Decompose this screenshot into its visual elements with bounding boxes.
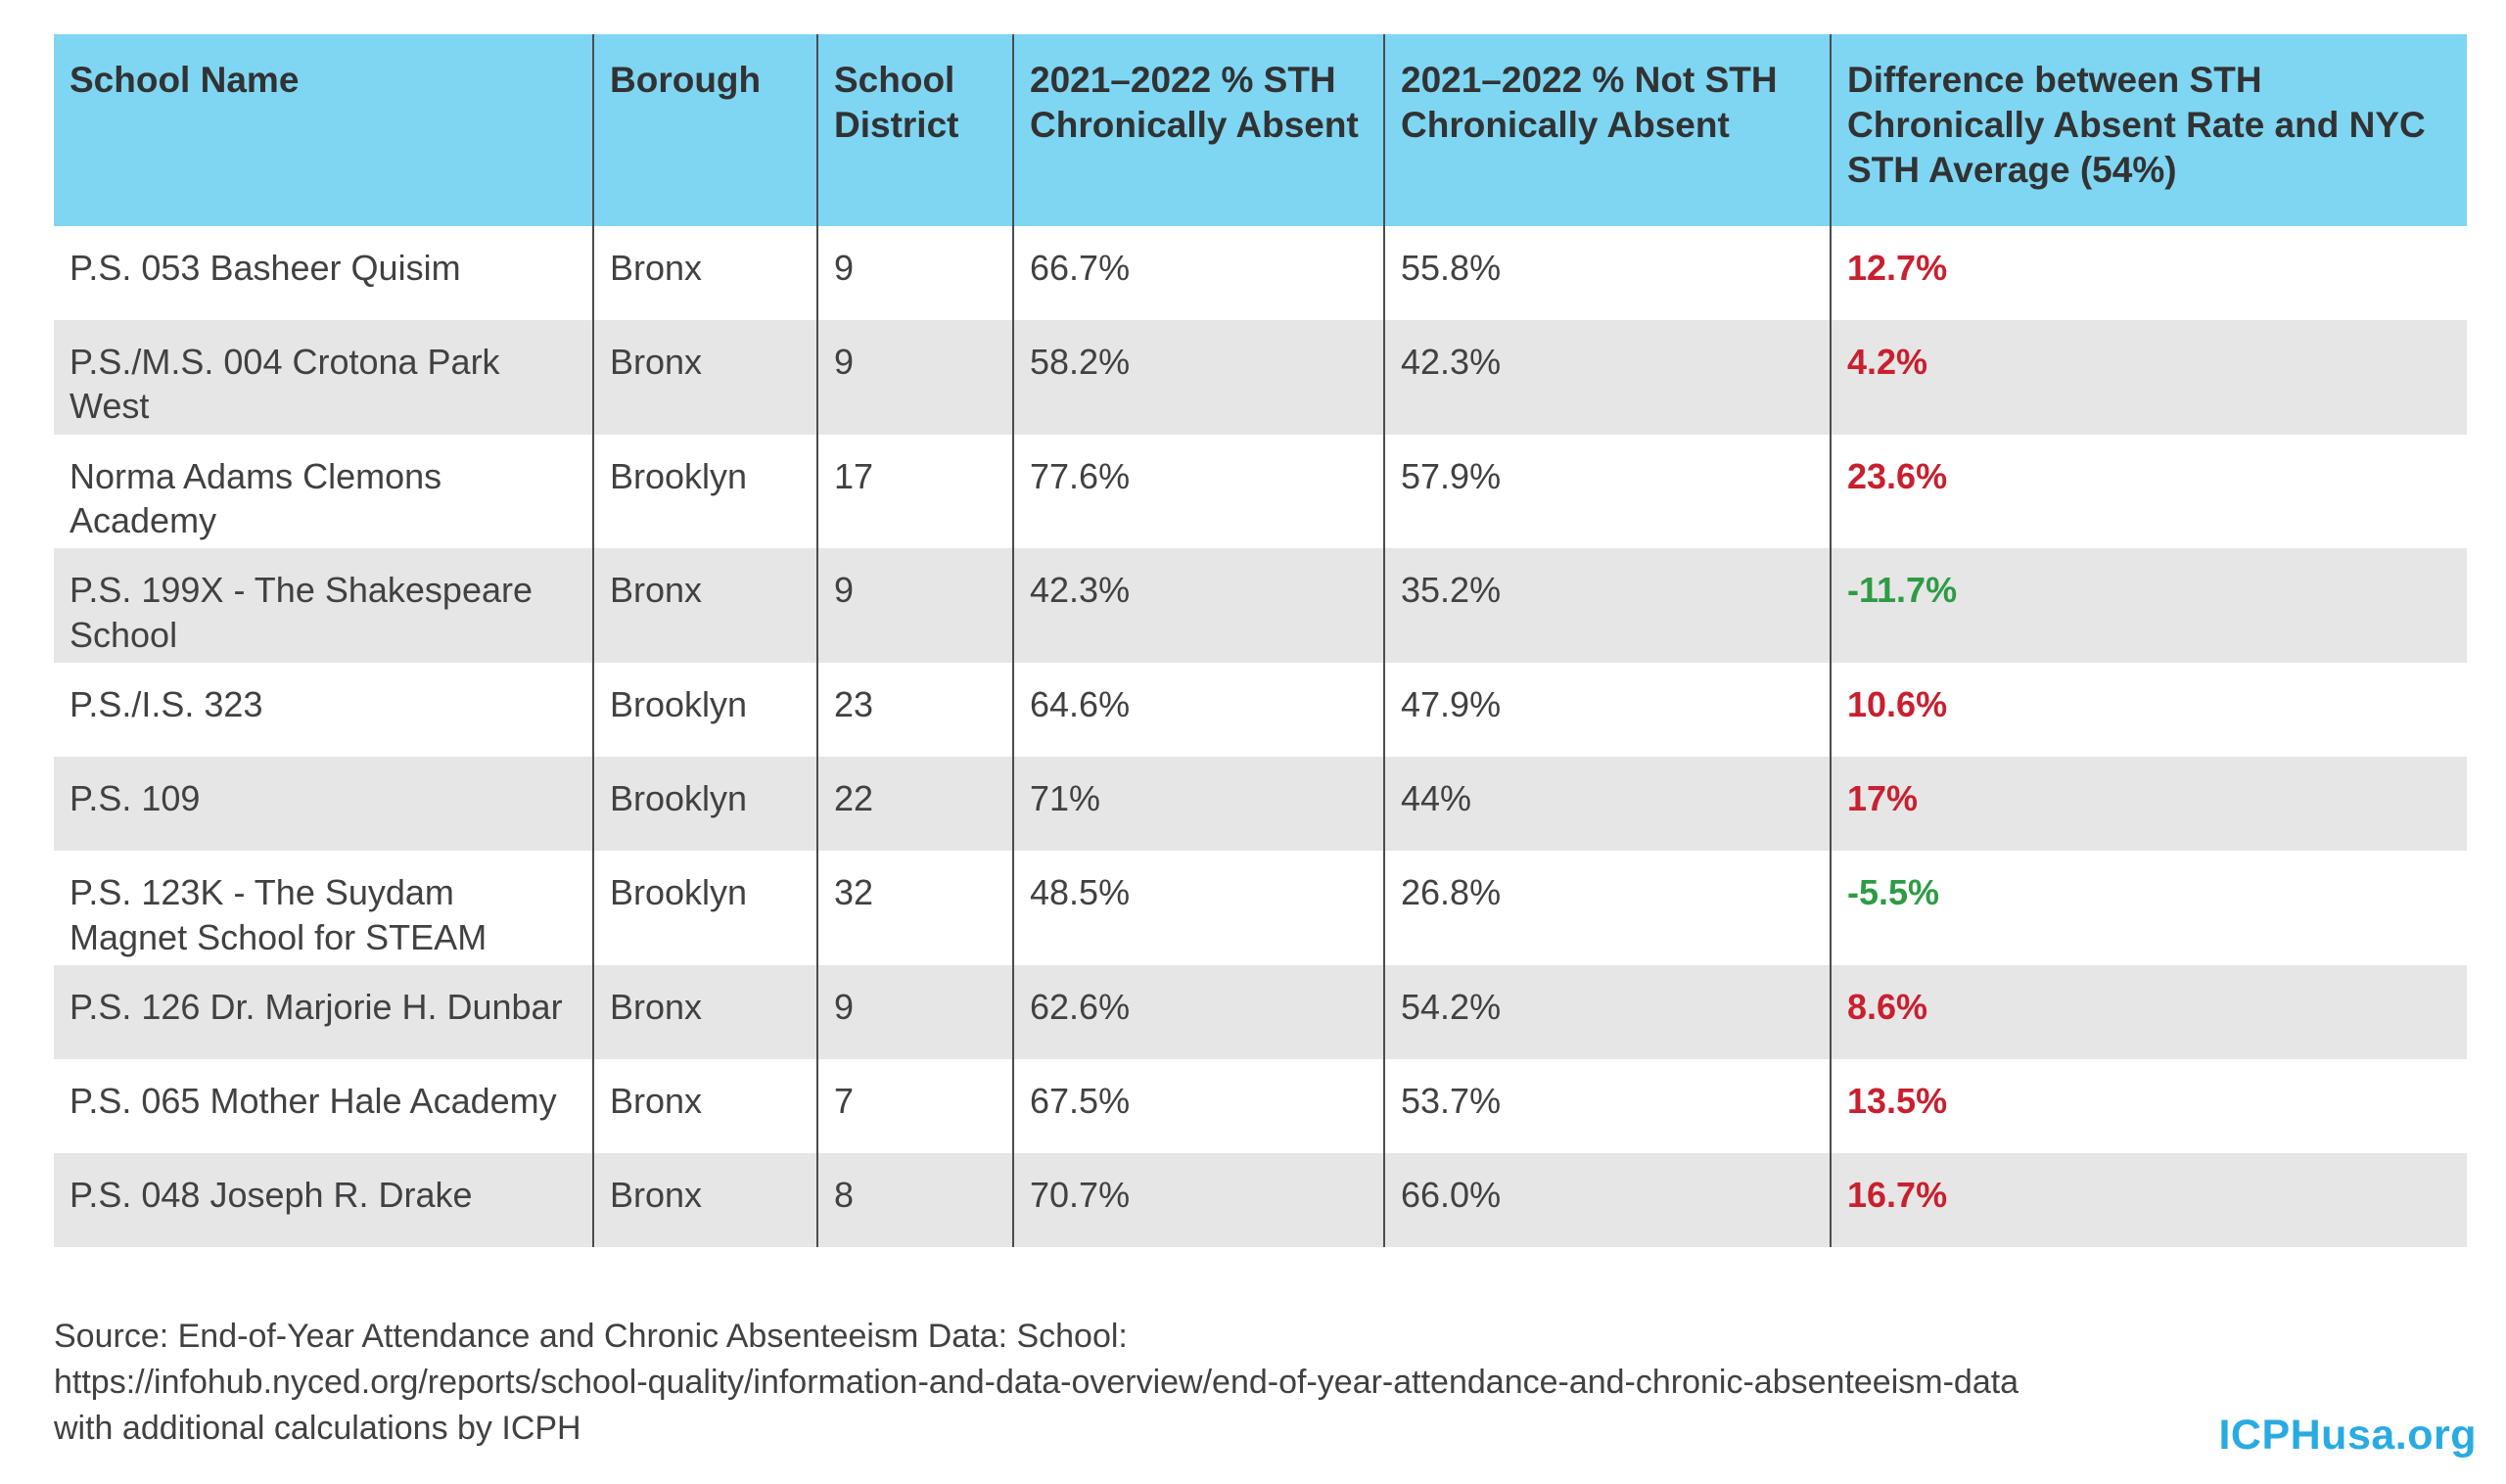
difference-value: 10.6%: [1847, 684, 1948, 725]
cell-not-sth-chronically-absent: 47.9%: [1384, 663, 1832, 758]
cell-school-name: P.S. 053 Basheer Quisim: [54, 226, 594, 320]
source-line-3: with additional calculations by ICPH: [54, 1409, 581, 1447]
table-row: P.S. 065 Mother Hale Academy Bronx 7 67.…: [54, 1058, 2467, 1153]
cell-not-sth-chronically-absent: 57.9%: [1384, 434, 1832, 549]
cell-not-sth-chronically-absent: 35.2%: [1384, 548, 1832, 664]
cell-sth-chronically-absent: 67.5%: [1013, 1058, 1385, 1153]
cell-difference: 10.6%: [1831, 663, 2467, 757]
difference-value: 12.7%: [1847, 248, 1948, 288]
cell-borough: Bronx: [593, 964, 818, 1059]
cell-difference: -5.5%: [1831, 851, 2467, 965]
column-header-difference: Difference between STH Chronically Absen…: [1831, 34, 2467, 226]
cell-sth-chronically-absent: 66.7%: [1013, 226, 1385, 320]
cell-sth-chronically-absent: 70.7%: [1013, 1152, 1385, 1247]
cell-school-district: 22: [817, 757, 1014, 852]
cell-school-district: 9: [817, 548, 1014, 664]
cell-not-sth-chronically-absent: 53.7%: [1384, 1058, 1832, 1153]
cell-not-sth-chronically-absent: 42.3%: [1384, 320, 1832, 435]
cell-school-district: 17: [817, 434, 1014, 549]
cell-sth-chronically-absent: 64.6%: [1013, 663, 1385, 758]
cell-difference: 4.2%: [1831, 320, 2467, 435]
cell-borough: Brooklyn: [593, 851, 818, 965]
column-header-sth-chronically-absent: 2021–2022 % STH Chronically Absent: [1013, 34, 1385, 226]
difference-value: 16.7%: [1847, 1174, 1948, 1215]
absenteeism-table: School Name Borough School District 2021…: [54, 34, 2467, 1247]
cell-borough: Bronx: [593, 548, 818, 664]
cell-school-name: P.S. 109: [54, 757, 594, 852]
table-row: P.S. 123K - The Suydam Magnet School for…: [54, 851, 2467, 965]
column-header-school-district: School District: [817, 34, 1014, 226]
cell-difference: 17%: [1831, 757, 2467, 852]
source-url: https://infohub.nyced.org/reports/school…: [54, 1363, 2019, 1401]
cell-borough: Bronx: [593, 1152, 818, 1247]
table-row: Norma Adams Clemons Academy Brooklyn 17 …: [54, 434, 2467, 549]
cell-borough: Bronx: [593, 1058, 818, 1153]
table-row: P.S./I.S. 323 Brooklyn 23 64.6% 47.9% 10…: [54, 663, 2467, 758]
cell-borough: Bronx: [593, 320, 818, 435]
cell-borough: Bronx: [593, 226, 818, 320]
cell-sth-chronically-absent: 48.5%: [1013, 851, 1385, 965]
column-header-school-name: School Name: [54, 34, 594, 226]
cell-school-district: 8: [817, 1152, 1014, 1247]
cell-school-district: 9: [817, 320, 1014, 435]
cell-not-sth-chronically-absent: 54.2%: [1384, 964, 1832, 1059]
cell-school-district: 9: [817, 226, 1014, 320]
difference-value: 13.5%: [1847, 1080, 1948, 1121]
icph-logo-link[interactable]: ICPHusa.org: [2218, 1412, 2477, 1459]
cell-borough: Brooklyn: [593, 434, 818, 549]
cell-sth-chronically-absent: 77.6%: [1013, 434, 1385, 549]
cell-school-name: P.S./M.S. 004 Crotona Park West: [54, 320, 594, 435]
difference-value: 8.6%: [1847, 986, 1928, 1027]
cell-borough: Brooklyn: [593, 663, 818, 758]
difference-value: 17%: [1847, 778, 1919, 819]
cell-difference: 16.7%: [1831, 1152, 2467, 1247]
source-citation: Source: End-of-Year Attendance and Chron…: [54, 1314, 2344, 1452]
table-row: P.S. 126 Dr. Marjorie H. Dunbar Bronx 9 …: [54, 964, 2467, 1059]
cell-borough: Brooklyn: [593, 757, 818, 852]
cell-school-name: P.S. 123K - The Suydam Magnet School for…: [54, 851, 594, 965]
column-header-not-sth-chronically-absent: 2021–2022 % Not STH Chronically Absent: [1384, 34, 1832, 226]
cell-difference: -11.7%: [1831, 548, 2467, 664]
absenteeism-table-container: School Name Borough School District 2021…: [54, 34, 2467, 1247]
cell-school-name: P.S. 199X - The Shakespeare School: [54, 548, 594, 664]
cell-school-name: P.S./I.S. 323: [54, 663, 594, 758]
cell-school-district: 7: [817, 1058, 1014, 1153]
column-header-borough: Borough: [593, 34, 818, 226]
cell-not-sth-chronically-absent: 55.8%: [1384, 226, 1832, 320]
difference-value: 4.2%: [1847, 342, 1928, 382]
cell-not-sth-chronically-absent: 26.8%: [1384, 851, 1832, 965]
cell-difference: 13.5%: [1831, 1059, 2467, 1153]
cell-school-name: P.S. 048 Joseph R. Drake: [54, 1152, 594, 1247]
table-row: P.S. 109 Brooklyn 22 71% 44% 17%: [54, 757, 2467, 852]
table-row: P.S. 048 Joseph R. Drake Bronx 8 70.7% 6…: [54, 1152, 2467, 1247]
cell-difference: 8.6%: [1831, 964, 2467, 1059]
table-row: P.S./M.S. 004 Crotona Park West Bronx 9 …: [54, 320, 2467, 435]
cell-sth-chronically-absent: 71%: [1013, 757, 1385, 852]
source-line-1: Source: End-of-Year Attendance and Chron…: [54, 1318, 1128, 1355]
cell-not-sth-chronically-absent: 44%: [1384, 757, 1832, 852]
difference-value: 23.6%: [1847, 455, 1948, 496]
cell-school-district: 23: [817, 663, 1014, 758]
cell-school-name: P.S. 126 Dr. Marjorie H. Dunbar: [54, 964, 594, 1059]
cell-sth-chronically-absent: 58.2%: [1013, 320, 1385, 435]
cell-school-district: 32: [817, 851, 1014, 965]
cell-school-district: 9: [817, 964, 1014, 1059]
cell-sth-chronically-absent: 62.6%: [1013, 964, 1385, 1059]
cell-difference: 23.6%: [1831, 435, 2467, 549]
difference-value: -11.7%: [1847, 570, 1958, 611]
cell-school-name: Norma Adams Clemons Academy: [54, 434, 594, 549]
cell-school-name: P.S. 065 Mother Hale Academy: [54, 1058, 594, 1153]
cell-sth-chronically-absent: 42.3%: [1013, 548, 1385, 664]
cell-not-sth-chronically-absent: 66.0%: [1384, 1152, 1832, 1247]
cell-difference: 12.7%: [1831, 226, 2467, 320]
difference-value: -5.5%: [1847, 872, 1940, 913]
table-row: P.S. 053 Basheer Quisim Bronx 9 66.7% 55…: [54, 226, 2467, 320]
table-row: P.S. 199X - The Shakespeare School Bronx…: [54, 548, 2467, 664]
header-row: School Name Borough School District 2021…: [54, 34, 2467, 226]
